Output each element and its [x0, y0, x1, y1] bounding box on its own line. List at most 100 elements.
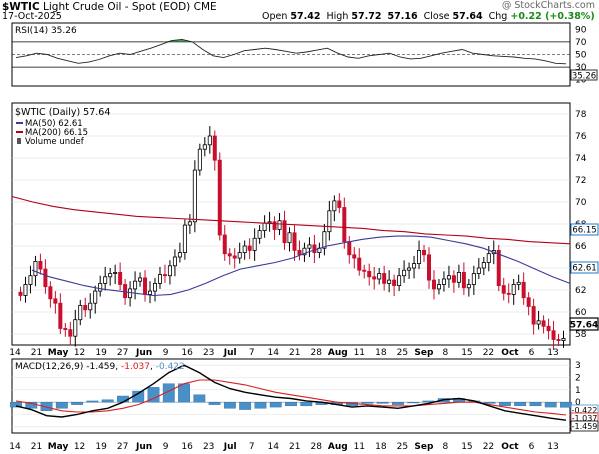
macd-value-tag — [570, 420, 599, 432]
price-legend: MA(50) 62.61 MA(200) 66.15 Volume undef — [16, 119, 88, 147]
candle-body — [277, 220, 282, 230]
candle-body — [466, 284, 471, 289]
candle-body — [551, 330, 556, 340]
candle-body — [197, 148, 202, 171]
ma50-value-text: 62.61 — [572, 264, 596, 274]
candle-body — [461, 271, 466, 289]
candle-body — [422, 249, 427, 256]
candle-body — [177, 252, 182, 258]
price-tick-label: 62 — [575, 286, 586, 296]
x-tick-label: 21 — [289, 348, 300, 358]
macd-hist-bar — [392, 401, 404, 405]
candle-body — [133, 280, 138, 290]
candle-body — [93, 290, 98, 304]
macd-tick-label: 3 — [575, 361, 581, 371]
candle-body — [347, 241, 352, 256]
macd-histogram — [10, 383, 572, 411]
candle-body — [123, 284, 128, 299]
rsi-line — [15, 38, 567, 65]
macd-hist-bar — [86, 400, 99, 403]
candle-body — [521, 281, 526, 299]
x-tick-label: 14 — [268, 442, 280, 452]
instrument-name: Light Crude Oil - Spot (EOD) — [43, 1, 191, 13]
x-tick-label: May — [48, 348, 69, 358]
candle-body — [337, 200, 342, 208]
candle-body — [138, 277, 143, 282]
x-tick-label: 18 — [375, 348, 387, 358]
macd-panel — [11, 358, 571, 434]
candle-body — [187, 221, 192, 226]
candle-body — [78, 304, 83, 321]
ma200-value-tag — [570, 223, 599, 236]
chart-title: $WTIC Light Crude Oil - Spot (EOD) CME — [2, 1, 217, 13]
close-value-text: 57.64 — [570, 321, 598, 331]
x-tick-label: Sep — [414, 442, 434, 452]
candle-body — [282, 220, 287, 244]
x-tick-label: Jun — [135, 348, 152, 358]
candle-body — [407, 267, 412, 271]
x-tick-label: 12 — [74, 442, 85, 452]
legend-volume-swatch — [17, 138, 21, 144]
candle-body — [476, 267, 481, 274]
chart-date: 17-Oct-2025 — [2, 11, 62, 22]
candle-body — [516, 281, 521, 285]
candle-body — [148, 290, 153, 295]
macd-hist-bar — [162, 383, 175, 403]
candle-body — [212, 135, 217, 161]
x-tick-label: 15 — [461, 348, 472, 358]
rsi-tick-label: 90 — [575, 25, 587, 35]
x-tick-label: 19 — [95, 348, 107, 358]
x-tick-label: 14 — [9, 348, 21, 358]
x-tick-label: 21 — [31, 442, 42, 452]
candle-body — [307, 244, 312, 249]
legend-ma200: MA(200) 66.15 — [25, 128, 88, 138]
candle-body — [292, 232, 297, 251]
close-value-tag — [569, 317, 599, 331]
candle-body — [531, 306, 536, 325]
change-value: +0.22 (+0.38%) — [510, 11, 595, 22]
candle-body — [172, 256, 177, 267]
candle-body — [431, 279, 436, 290]
x-tick-label: 18 — [375, 442, 387, 452]
candle-body — [456, 271, 461, 283]
price-tick-label: 78 — [575, 110, 587, 120]
candle-body — [167, 265, 172, 277]
x-tick-label: Aug — [328, 348, 348, 358]
x-tick-label: 19 — [95, 442, 107, 452]
macd-hist-bar — [300, 401, 313, 407]
x-axis-middle: 14 21 May 12 19 27 Jun 9 16 23 Jul 7 14 21 28 Aug 11 18 25… — [9, 348, 558, 358]
x-tick-label: Sep — [414, 348, 434, 358]
x-tick-label: Oct — [501, 348, 519, 358]
legend-volume: Volume undef — [25, 137, 85, 147]
x-tick-label: 27 — [117, 348, 128, 358]
candle-body — [237, 252, 242, 259]
candle-body — [392, 279, 397, 287]
macd-hist-bar — [483, 401, 496, 404]
candle-body — [362, 269, 367, 272]
x-tick-label: 28 — [311, 348, 323, 358]
watermark: @ StockCharts.com — [501, 0, 595, 11]
candle-body — [546, 325, 551, 332]
price-tick-label: 66 — [575, 242, 587, 252]
candle-body — [352, 254, 357, 259]
x-tick-label: 11 — [354, 348, 365, 358]
candle-body — [322, 231, 327, 249]
legend-ma50: MA(50) 62.61 — [25, 119, 83, 129]
x-tick-label: 12 — [74, 348, 85, 358]
candle-body — [377, 273, 382, 280]
x-tick-label: 9 — [163, 348, 169, 358]
candle-body — [446, 275, 451, 280]
candle-body — [262, 222, 267, 231]
x-tick-label: 7 — [249, 348, 255, 358]
candle-body — [18, 291, 23, 296]
candle-body — [118, 271, 123, 285]
candle-body — [372, 276, 377, 280]
candle-body — [327, 210, 332, 233]
close-value: 57.64 — [452, 11, 483, 22]
x-tick-label: 23 — [203, 442, 214, 452]
rsi-value-tag — [570, 69, 598, 81]
x-tick-label: 25 — [397, 348, 408, 358]
x-tick-label: 28 — [311, 442, 323, 452]
candle-body — [561, 337, 566, 341]
